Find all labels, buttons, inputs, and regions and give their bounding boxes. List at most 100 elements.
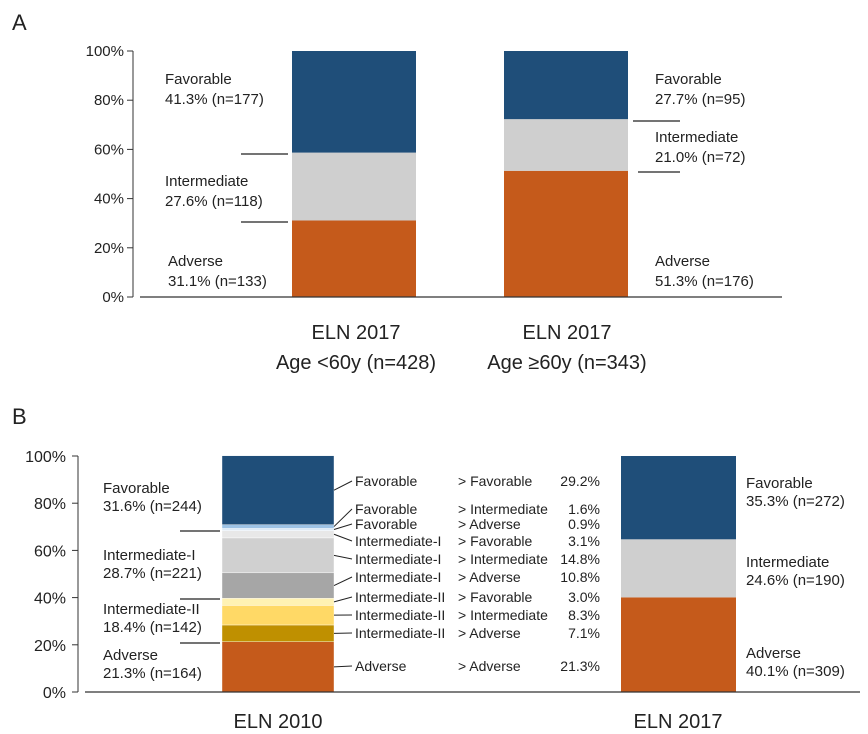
a-bar-2-favorable <box>504 51 628 119</box>
b-transition-to-10: > Adverse <box>458 658 521 674</box>
b-eln2010-segment-intermediate-ii-favorable <box>222 598 334 605</box>
b-left-int2-value: 18.4% (n=142) <box>103 619 202 636</box>
a1-adverse-value: 31.1% (n=133) <box>168 273 267 290</box>
b-transition-to-4: > Favorable <box>458 533 533 549</box>
a-bar-2-adverse <box>504 171 628 297</box>
a1-favorable-value: 41.3% (n=177) <box>165 91 264 108</box>
a1-adverse-name: Adverse <box>168 253 223 270</box>
a2-adverse-name: Adverse <box>655 253 710 270</box>
b-transition-pct-7: 3.0% <box>568 589 600 605</box>
a-bar-1-intermediate <box>292 153 416 221</box>
b-transition-pct-1: 29.2% <box>560 473 600 489</box>
b-transition-from-5: Intermediate-I <box>355 551 441 567</box>
a-category-1-line1: ELN 2017 <box>312 322 401 344</box>
b-y-tick-60: 60% <box>34 543 66 560</box>
b-transition-to-1: > Favorable <box>458 473 533 489</box>
b-transition-to-2: > Intermediate <box>458 501 548 517</box>
a-y-tick-60: 60% <box>94 141 124 158</box>
b-transition-pct-9: 7.1% <box>568 625 600 641</box>
panel-b-y-axis: 100% 80% 60% 40% 20% 0% <box>25 449 78 702</box>
b-transition-from-6: Intermediate-I <box>355 569 441 585</box>
a2-favorable-value: 27.7% (n=95) <box>655 91 745 108</box>
a-y-tick-100: 100% <box>86 43 124 60</box>
b-transition-to-5: > Intermediate <box>458 551 548 567</box>
a2-adverse-value: 51.3% (n=176) <box>655 273 754 290</box>
a-y-tick-40: 40% <box>94 191 124 208</box>
b-eln2017-segment-favorable <box>621 456 736 539</box>
b-transition-leader-4 <box>334 534 352 541</box>
b-right-adverse-name: Adverse <box>746 645 801 662</box>
a-y-tick-20: 20% <box>94 240 124 257</box>
b-transition-to-7: > Favorable <box>458 589 533 605</box>
b-left-favorable-value: 31.6% (n=244) <box>103 498 202 515</box>
b-eln2017-segment-adverse <box>621 597 736 692</box>
b-right-intermediate-value: 24.6% (n=190) <box>746 572 845 589</box>
b-eln2010-segment-intermediate-ii-adverse <box>222 625 334 642</box>
b-transition-from-9: Intermediate-II <box>355 625 445 641</box>
b-eln2010-segment-favorable-intermediate <box>222 525 334 529</box>
a-y-tick-80: 80% <box>94 92 124 109</box>
b-eln2010-segment-intermediate-i-favorable <box>222 531 334 538</box>
b-transition-pct-3: 0.9% <box>568 516 600 532</box>
b-transition-leader-2 <box>334 509 352 527</box>
b-eln2010-segment-favorable-adverse <box>222 528 334 530</box>
b-transition-leader-3 <box>334 524 352 530</box>
b-transition-to-3: > Adverse <box>458 516 521 532</box>
panel-a-letter: A <box>12 10 27 35</box>
b-transition-pct-5: 14.8% <box>560 551 600 567</box>
b-left-adverse-value: 21.3% (n=164) <box>103 665 202 682</box>
b-transition-to-8: > Intermediate <box>458 607 548 623</box>
b-eln2017-segment-intermediate <box>621 539 736 597</box>
a-category-2-line2: Age ≥60y (n=343) <box>487 352 646 374</box>
b-left-int2-name: Intermediate-II <box>103 601 200 618</box>
b-eln2010-segment-favorable-favorable <box>222 456 334 525</box>
b-eln2010-segment-intermediate-i-intermediate <box>222 538 334 573</box>
b-transition-leader-7 <box>334 597 352 602</box>
b-category-eln2010: ELN 2010 <box>234 711 323 733</box>
b-y-tick-0: 0% <box>43 685 66 702</box>
b-transition-leader-5 <box>334 555 352 559</box>
b-transition-from-7: Intermediate-II <box>355 589 445 605</box>
b-transition-from-3: Favorable <box>355 516 417 532</box>
b-y-tick-20: 20% <box>34 638 66 655</box>
b-transition-to-6: > Adverse <box>458 569 521 585</box>
b-eln2010-segment-adverse-adverse <box>222 642 334 692</box>
b-right-adverse-value: 40.1% (n=309) <box>746 663 845 680</box>
b-eln2010-segment-intermediate-i-adverse <box>222 573 334 598</box>
a-category-1-line2: Age <60y (n=428) <box>276 352 436 374</box>
b-left-adverse-name: Adverse <box>103 647 158 664</box>
b-y-tick-100: 100% <box>25 449 66 466</box>
a-bar-1-favorable <box>292 51 416 153</box>
b-transition-pct-8: 8.3% <box>568 607 600 623</box>
a2-intermediate-value: 21.0% (n=72) <box>655 149 745 166</box>
b-transition-from-2: Favorable <box>355 501 417 517</box>
b-transition-pct-6: 10.8% <box>560 569 600 585</box>
b-right-favorable-value: 35.3% (n=272) <box>746 493 845 510</box>
b-transition-from-4: Intermediate-I <box>355 533 441 549</box>
b-transition-leader-1 <box>334 481 352 490</box>
b-transition-from-1: Favorable <box>355 473 417 489</box>
b-transition-from-8: Intermediate-II <box>355 607 445 623</box>
panel-b-letter: B <box>12 404 27 429</box>
a-bar-2-intermediate <box>504 119 628 171</box>
b-y-tick-40: 40% <box>34 591 66 608</box>
a1-favorable-name: Favorable <box>165 71 232 88</box>
b-transition-pct-2: 1.6% <box>568 501 600 517</box>
b-transition-pct-10: 21.3% <box>560 658 600 674</box>
b-left-int1-value: 28.7% (n=221) <box>103 565 202 582</box>
b-transition-pct-4: 3.1% <box>568 533 600 549</box>
a2-intermediate-name: Intermediate <box>655 129 738 146</box>
panel-a-y-axis: 100% 80% 60% 40% 20% 0% <box>86 43 133 306</box>
b-y-tick-80: 80% <box>34 496 66 513</box>
a-bar-1-adverse <box>292 220 416 297</box>
b-transition-to-9: > Adverse <box>458 625 521 641</box>
b-transition-leader-10 <box>334 666 352 667</box>
a1-intermediate-value: 27.6% (n=118) <box>165 193 263 210</box>
panel-b-transition-labels: Favorable > Favorable 29.2% Favorable > Inte… <box>334 473 600 674</box>
panel-a-bars <box>292 51 628 297</box>
b-category-eln2017: ELN 2017 <box>634 711 723 733</box>
a2-favorable-name: Favorable <box>655 71 722 88</box>
b-eln2010-segment-intermediate-ii-intermediate <box>222 605 334 625</box>
b-right-favorable-name: Favorable <box>746 475 813 492</box>
